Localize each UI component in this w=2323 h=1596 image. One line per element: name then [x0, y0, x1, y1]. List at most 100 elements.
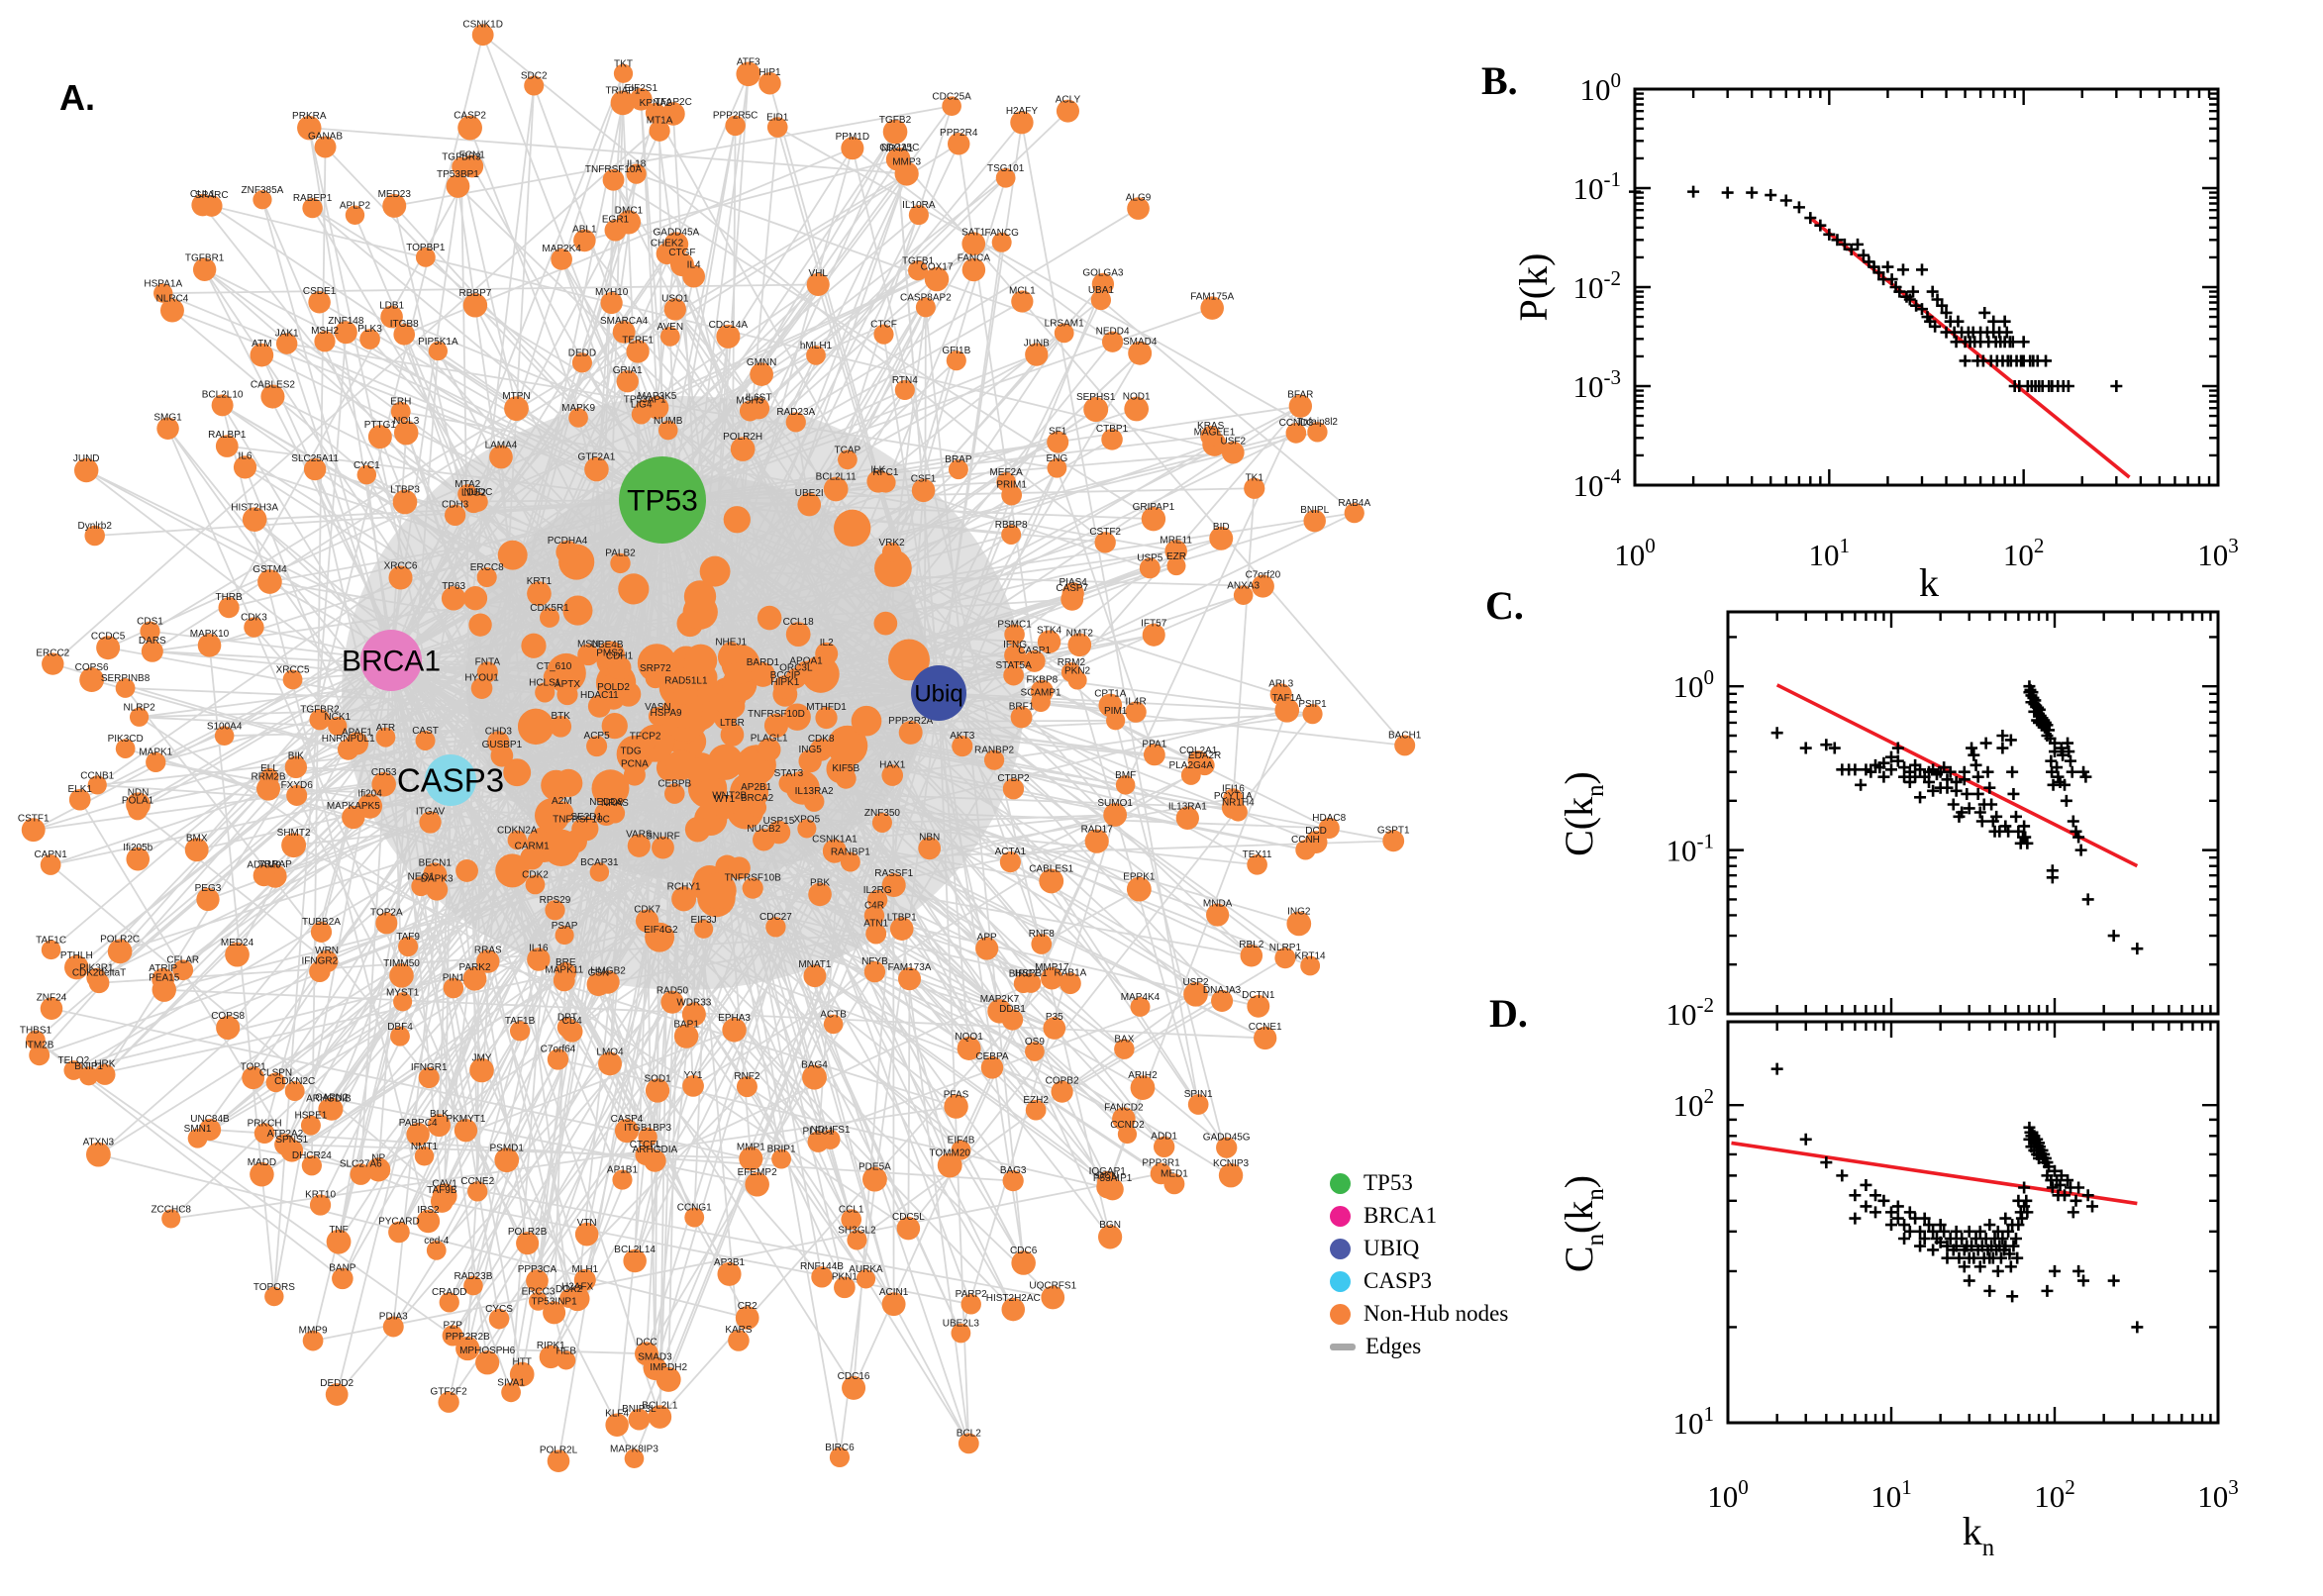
network-edge: [73, 818, 712, 1071]
network-node: [1011, 1250, 1036, 1275]
network-edge: [627, 380, 940, 694]
network-node: [107, 939, 133, 964]
node-label: CRADD: [432, 1287, 467, 1298]
network-node: [1115, 775, 1136, 795]
node-label: ACIN1: [879, 1287, 909, 1298]
node-label: PIK3CD: [108, 734, 144, 745]
node-label: FKBP8: [1027, 675, 1059, 686]
network-node: [908, 205, 929, 226]
network-node: [722, 1018, 747, 1043]
node-label: CASP4: [611, 1114, 644, 1125]
network-node: [1302, 704, 1323, 725]
node-label: HCLS1: [529, 677, 561, 688]
node-label: VASN: [645, 702, 671, 713]
network-node: [543, 1301, 566, 1325]
network-node: [834, 1276, 856, 1299]
network-node: [635, 909, 659, 933]
node-label: IL10RA: [902, 200, 936, 211]
network-edge: [697, 710, 1394, 843]
network-edge: [574, 73, 625, 842]
network-node: [806, 272, 830, 296]
network-node: [896, 1216, 921, 1241]
plot-D: 102 101 100 101 102 103 kn Cn(kn): [1557, 1020, 2239, 1561]
network-node: [638, 1127, 657, 1147]
network-node: [1047, 431, 1069, 453]
network-node: [488, 1308, 510, 1330]
tick-label: 10-3: [1572, 365, 1621, 404]
node-label: TNFRSF10B: [725, 872, 782, 883]
tick-label: 102: [2003, 534, 2045, 572]
network-node: [807, 1131, 830, 1152]
node-label: SDC2: [521, 71, 548, 82]
node-label: PIP5K1A: [418, 337, 458, 348]
network-node: [794, 660, 818, 684]
node-label: HSPE1: [295, 1111, 328, 1122]
network-filler-node: [497, 540, 528, 570]
axis-title: kn: [1963, 1509, 1995, 1561]
node-label: PKN1: [832, 1271, 858, 1282]
network-node: [568, 408, 588, 428]
network-node: [545, 900, 565, 921]
node-label: CDH3: [442, 500, 469, 511]
network-node: [623, 1248, 647, 1273]
network-edge: [320, 659, 392, 933]
node-label: PCYT1A: [1214, 791, 1253, 802]
node-label: ILK: [870, 465, 885, 476]
node-label: BGN: [1099, 1220, 1121, 1231]
node-label: MAPK8IP3: [610, 1444, 658, 1454]
node-label: POLA1: [122, 796, 154, 807]
node-label: ZNF385A: [242, 185, 284, 196]
node-label: BACH1: [1388, 730, 1422, 741]
network-node: [524, 75, 545, 96]
node-label: PABPC4: [399, 1118, 438, 1129]
network-node: [382, 193, 407, 218]
network-filler-node: [468, 613, 492, 637]
network-node: [730, 437, 756, 461]
network-edge: [390, 659, 656, 1161]
node-label: HDAC8: [1312, 813, 1346, 824]
node-label: CASP7: [1056, 583, 1088, 594]
network-node: [983, 749, 1005, 770]
network-edge: [658, 332, 1065, 939]
node-label: EPPK1: [1123, 872, 1156, 883]
node-label: CTBP2: [997, 773, 1030, 784]
legend-label: CASP3: [1364, 1268, 1433, 1293]
network-edge: [907, 978, 911, 1229]
network-node: [866, 469, 890, 493]
network-node: [73, 457, 99, 483]
node-label: PLAGL1: [751, 733, 788, 744]
node-label: UBE2L3: [943, 1319, 980, 1330]
network-node: [975, 937, 999, 960]
network-node: [937, 1152, 962, 1178]
node-label: RPS29: [540, 895, 571, 906]
network-node: [823, 476, 849, 502]
node-label: PIAS4: [1060, 577, 1088, 588]
legend-item-tp53: TP53: [1330, 1170, 1508, 1195]
network-edge: [515, 72, 625, 409]
node-label: PMS2: [596, 648, 624, 658]
network-edge: [398, 741, 692, 1233]
network-node: [309, 960, 331, 983]
network-node: [281, 833, 307, 858]
node-label: USF2: [1221, 437, 1247, 448]
network-edge: [655, 113, 734, 707]
network-edge: [91, 678, 452, 781]
network-node: [509, 1361, 535, 1387]
node-label: ATF3: [737, 57, 760, 68]
network-node: [598, 1051, 622, 1076]
node-label: PRIM1: [996, 480, 1027, 491]
network-edge: [472, 1285, 512, 1393]
node-label: USP2: [1182, 977, 1209, 988]
network-node: [527, 581, 552, 606]
node-label: BMF: [1115, 770, 1136, 781]
network-node: [1004, 624, 1025, 646]
node-label: CDK2: [522, 870, 549, 881]
network-node: [535, 682, 556, 703]
node-label: RASSF1: [874, 868, 913, 879]
network-node: [735, 1306, 759, 1330]
node-label: ADD1: [1151, 1132, 1177, 1143]
node-label: CDK3: [241, 612, 267, 623]
node-label: DAPK3: [421, 873, 454, 884]
network-node: [389, 963, 414, 988]
network-node: [1183, 981, 1208, 1007]
